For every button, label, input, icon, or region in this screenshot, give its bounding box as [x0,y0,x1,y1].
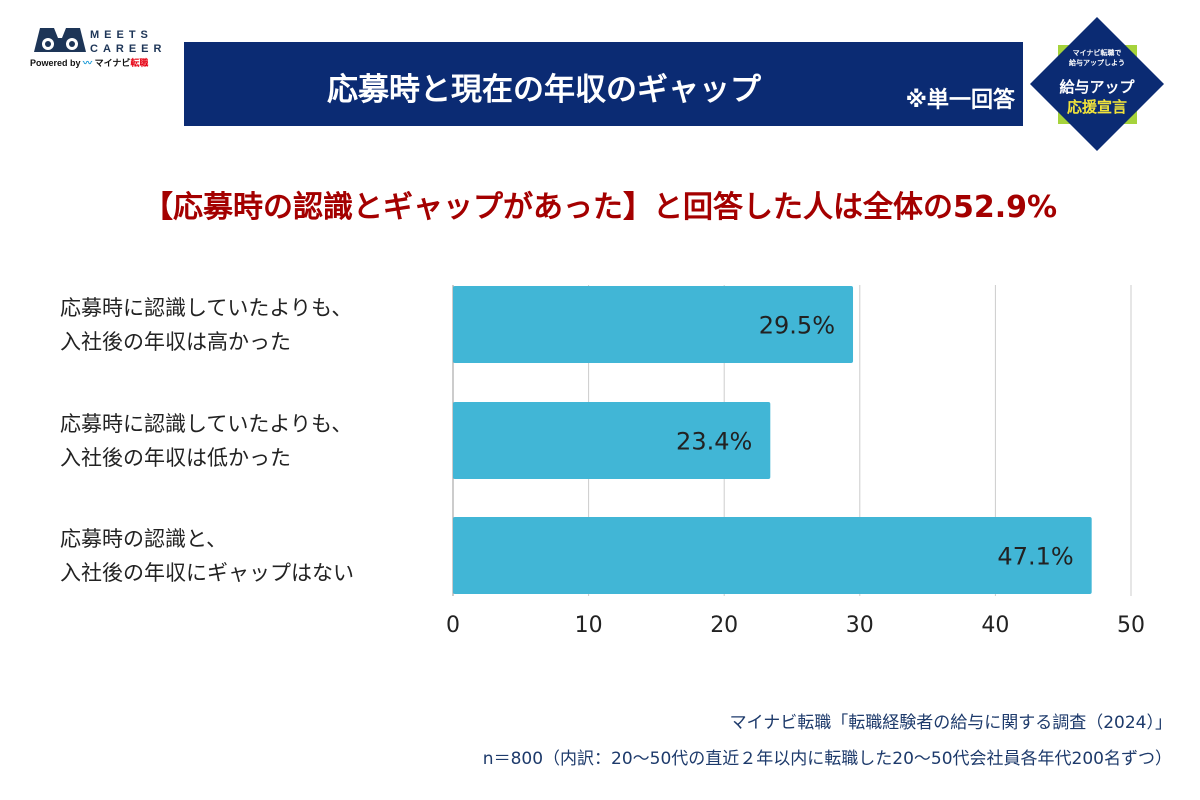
bar [453,517,1092,594]
data-label: 29.5% [759,312,835,340]
page-title: 応募時と現在の年収のギャップ [327,72,761,108]
powered-by-label: Powered by [30,58,81,68]
x-tick-label: 50 [1117,613,1145,638]
title-bar: 応募時と現在の年収のギャップ ※単一回答 [184,42,1023,126]
x-tick-label: 10 [575,613,603,638]
category-label: 応募時に認識していたよりも、 入社後の年収は高かった [60,295,353,354]
answer-note: ※単一回答 [905,88,1015,113]
badge-line4: 応援宣言 [1067,98,1127,116]
x-tick-label: 30 [846,613,874,638]
headline: 【応募時の認識とギャップがあった】と回答した人は全体の52.9% [142,190,1058,225]
category-label: 応募時の認識と、 入社後の年収にギャップはない [60,526,354,585]
brand-name: MEETS CAREER [90,29,167,55]
partner-name: マイナビ [94,58,131,68]
badge-line2: 給与アップしよう [1069,58,1125,67]
partner-suffix: 転職 [130,58,149,68]
bar [453,286,854,363]
powered-by: Powered by 〰 マイナビ転職 [30,58,149,68]
campaign-badge: マイナビ転職で 給与アップしよう 給与アップ 応援宣言 [1030,17,1165,152]
x-tick-label: 0 [446,613,460,638]
data-label: 47.1% [997,543,1073,571]
x-tick-label: 40 [981,613,1009,638]
meets-career-logo: MEETS CAREER Powered by 〰 マイナビ転職 [30,22,170,72]
source-note: マイナビ転職「転職経験者の給与に関する調査（2024）」 [729,713,1172,733]
x-tick-label: 20 [710,613,738,638]
binoculars-icon [34,28,86,52]
sample-note: n＝800（内訳：20〜50代の直近２年以内に転職した20〜50代会社員各年代2… [482,749,1172,769]
badge-line1: マイナビ転職で [1073,48,1122,57]
data-label: 23.4% [676,428,752,456]
bar [453,402,771,479]
badge-line3: 給与アップ [1059,78,1135,96]
category-label: 応募時に認識していたよりも、 入社後の年収は低かった [60,411,353,470]
